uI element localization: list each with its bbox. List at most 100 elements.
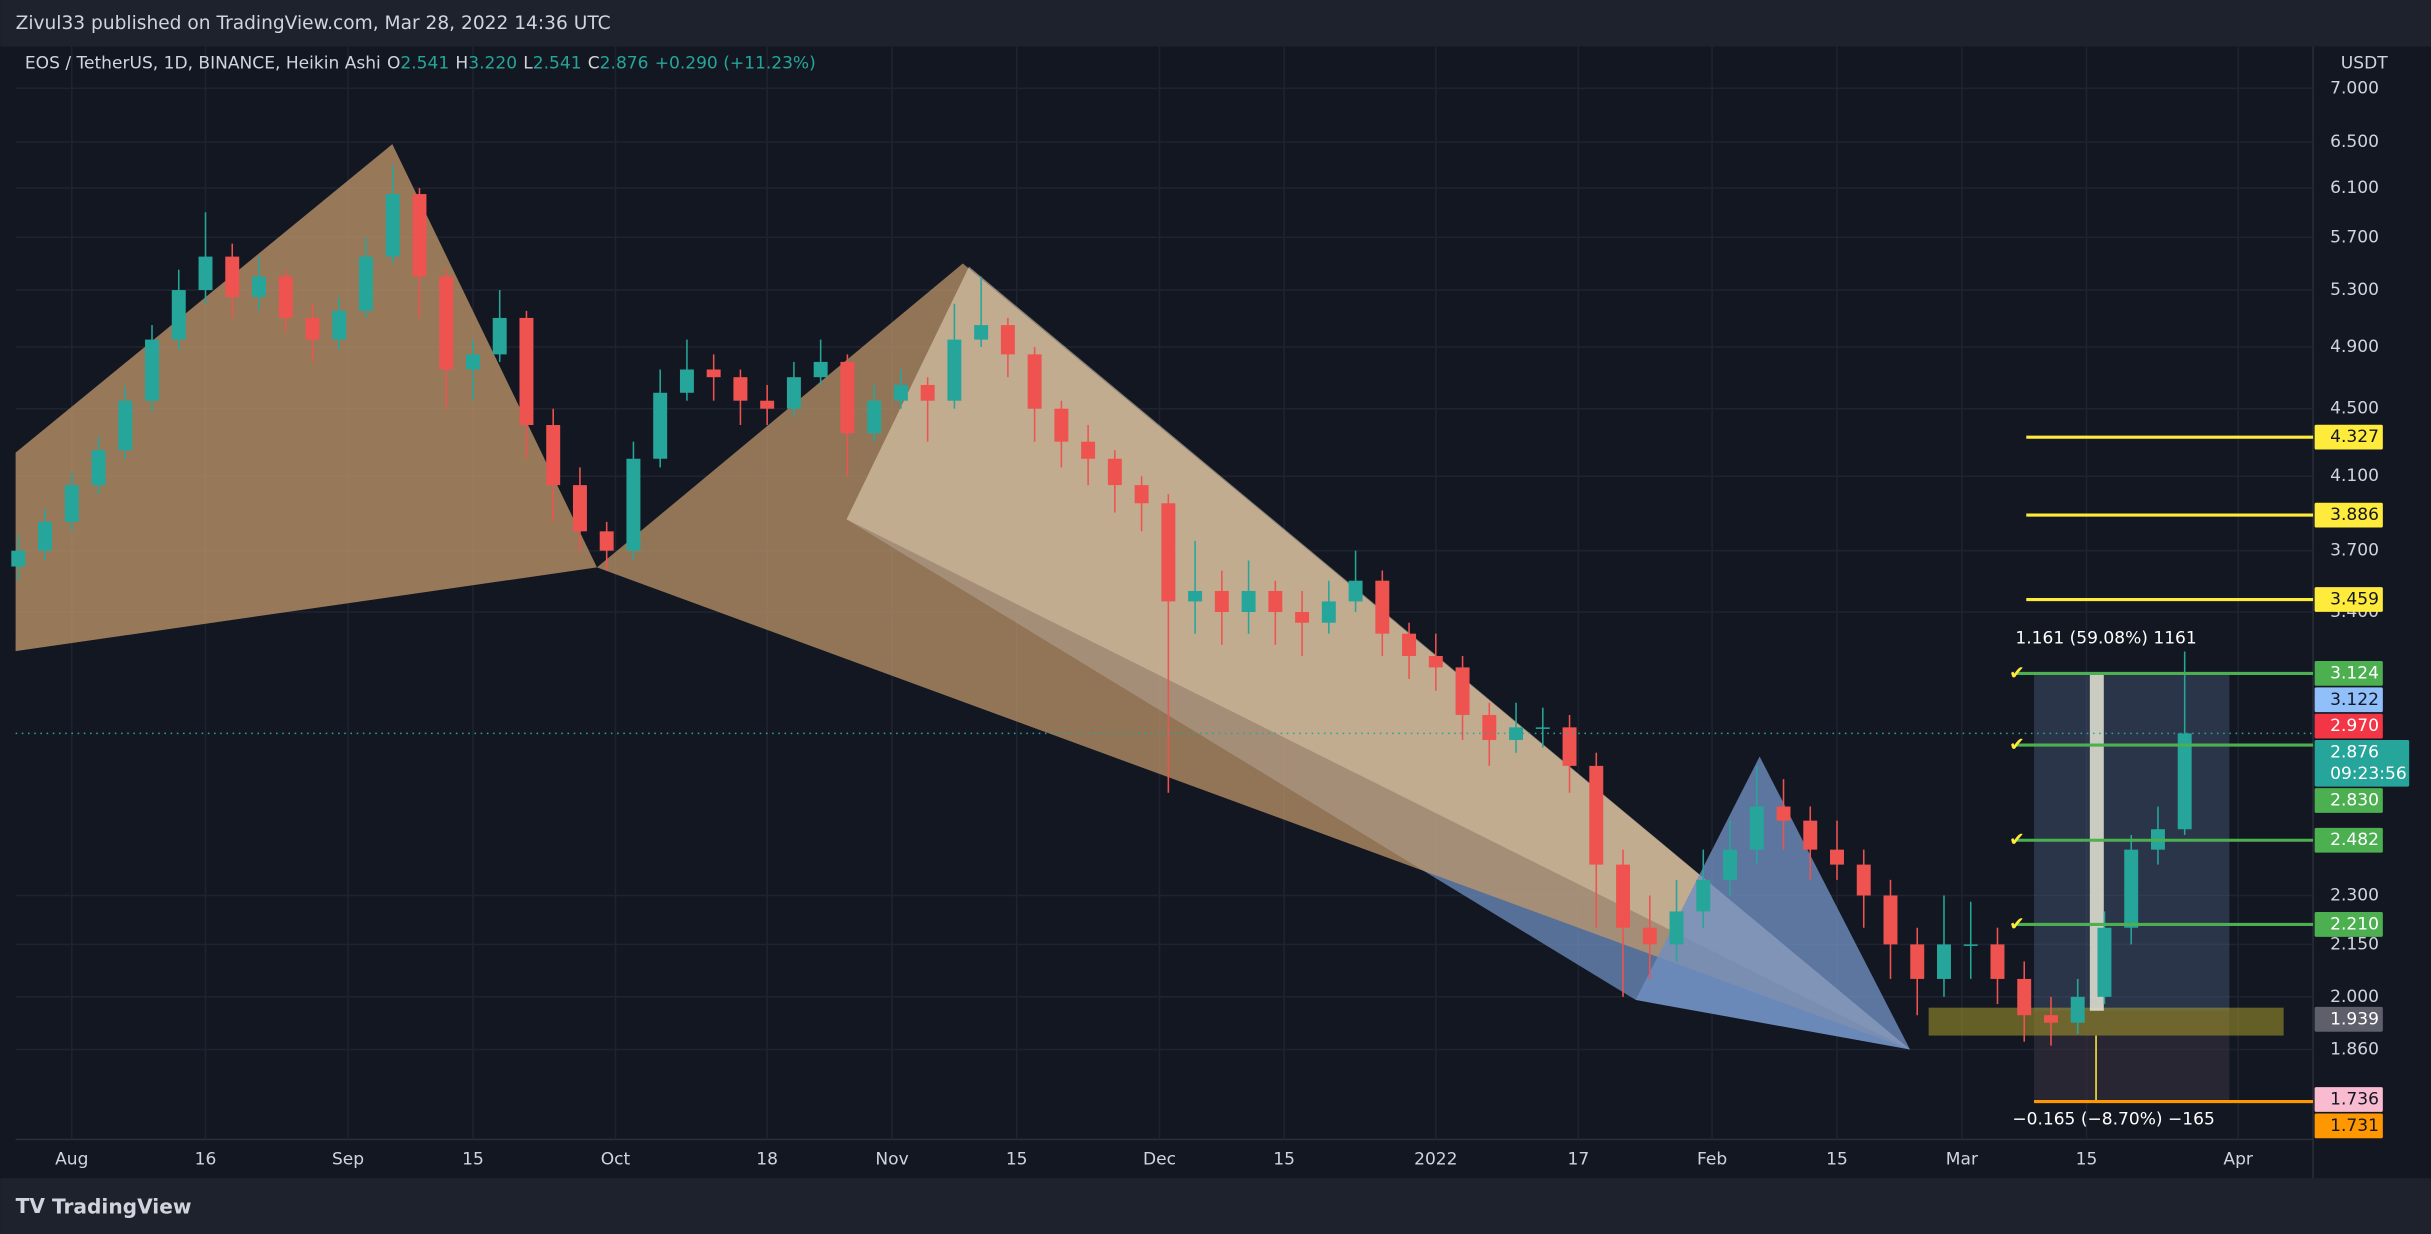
ohlc-key: O <box>387 54 400 74</box>
x-tick-label: 15 <box>2076 1150 2098 1170</box>
candle-body <box>1081 441 1096 459</box>
countdown: 09:23:56 <box>2330 764 2407 784</box>
price-badge <box>2314 687 2383 713</box>
candle-body <box>2124 849 2139 928</box>
candle-body <box>1428 655 1443 668</box>
price-badge <box>2314 424 2383 450</box>
price-badge <box>2314 788 2383 813</box>
candle-body <box>1214 590 1229 613</box>
candle-body <box>947 339 962 401</box>
x-tick-label: 15 <box>1826 1150 1848 1170</box>
ohlc: O2.541 H3.220 L2.541 C2.876 +0.290 (+11.23%) <box>387 54 816 74</box>
price-badge-label: 3.886 <box>2330 505 2379 525</box>
axis: 7.000 6.500 6.100 5.700 5.300 4.900 4.500 4.100… <box>55 78 2410 1170</box>
candle-body <box>385 194 400 257</box>
candle-body <box>920 384 935 401</box>
y-tick-label: 6.100 <box>2330 178 2379 198</box>
candle-body <box>64 485 79 522</box>
candle-body <box>1188 590 1203 602</box>
x-tick-label: 17 <box>1568 1150 1590 1170</box>
candle-body <box>1696 879 1711 912</box>
x-tick-label: Oct <box>601 1150 631 1170</box>
legend: EOS / TetherUS, 1D, BINANCE, Heikin Ashi… <box>25 54 816 74</box>
candle-body <box>572 485 587 532</box>
candle-body <box>1000 325 1015 355</box>
x-tick-label: 2022 <box>1414 1150 1457 1170</box>
logo: 𝗧𝗩 TradingView <box>16 1194 192 1218</box>
price-badge-label: 1.736 <box>2330 1090 2379 1110</box>
candle-body <box>653 392 668 459</box>
candle-body <box>11 550 26 567</box>
candle-body <box>1830 849 1844 865</box>
price-badge <box>2314 1087 2383 1112</box>
x-tick-label: 15 <box>462 1150 484 1170</box>
candle-body <box>1616 864 1631 928</box>
price-badge <box>2314 1113 2383 1139</box>
price-badge <box>2314 827 2383 853</box>
candle-body <box>1910 944 1925 979</box>
candle-body <box>1455 667 1470 715</box>
candle-body <box>1295 612 1310 623</box>
check: ✔ <box>2009 735 2025 756</box>
x-tick-label: Apr <box>2223 1150 2253 1170</box>
candle-body <box>2070 996 2085 1023</box>
y-tick-label: 4.900 <box>2330 337 2379 357</box>
x-tick-label: Dec <box>1143 1150 1176 1170</box>
ohlc-key: H <box>455 54 468 74</box>
candle-body <box>1990 944 2005 979</box>
candle-body <box>1937 944 1951 979</box>
candle-body <box>679 369 694 393</box>
x-tick-label: Sep <box>332 1150 364 1170</box>
candle-body <box>492 317 507 355</box>
candle-body <box>439 276 454 370</box>
ohlc-value: 2.541 <box>533 54 582 74</box>
candle-body <box>893 384 908 401</box>
candle-body <box>599 531 614 551</box>
candle-body <box>359 256 373 311</box>
candle-body <box>412 194 427 277</box>
price-badge <box>2314 912 2383 937</box>
y-tick-label: 7.000 <box>2330 78 2379 98</box>
price-badge-label: 2.970 <box>2330 716 2379 736</box>
y-tick-label: 5.300 <box>2330 280 2379 300</box>
candle-body <box>278 276 293 318</box>
candle-body <box>1027 354 1042 409</box>
candle-body <box>1589 765 1604 865</box>
candle-body <box>2043 1015 2058 1023</box>
y-tick-label: 5.700 <box>2330 227 2379 247</box>
candle-body <box>198 256 213 291</box>
candle-body <box>171 290 186 340</box>
candle-body <box>2177 733 2192 830</box>
x-tick-label: 18 <box>756 1150 778 1170</box>
candle-body <box>974 325 989 340</box>
candle-body <box>1348 580 1363 602</box>
candle-body <box>1883 895 1898 945</box>
x-tick-label: 16 <box>195 1150 217 1170</box>
price-badge <box>2314 587 2383 612</box>
candle-body <box>332 310 347 340</box>
ohlc-value: 3.220 <box>468 54 517 74</box>
candle-body <box>145 339 159 401</box>
price-badge-label: 3.122 <box>2330 690 2379 710</box>
candle-body <box>813 361 828 378</box>
candle-body <box>1963 944 1978 946</box>
candle-body <box>91 450 106 486</box>
candle-body <box>519 317 534 426</box>
candle-body <box>1509 727 1524 740</box>
price-badge-label: 1.939 <box>2330 1009 2379 1029</box>
pattern-xabcd <box>15 144 597 652</box>
candle-body <box>1482 714 1497 740</box>
price-badge-label: 2.482 <box>2330 830 2379 850</box>
candle-body <box>1803 820 1818 850</box>
candle-body <box>1321 601 1336 623</box>
candle-body <box>706 369 721 378</box>
range-bar <box>2089 674 2104 1011</box>
check: ✔ <box>2009 663 2025 684</box>
candle-body <box>1134 485 1149 504</box>
y-tick-label: 4.500 <box>2330 399 2379 419</box>
candle-body <box>38 521 53 551</box>
price-badge-label: 3.459 <box>2330 590 2379 610</box>
candle-body <box>1375 580 1390 634</box>
price-badge-label: 2.876 <box>2330 742 2379 762</box>
